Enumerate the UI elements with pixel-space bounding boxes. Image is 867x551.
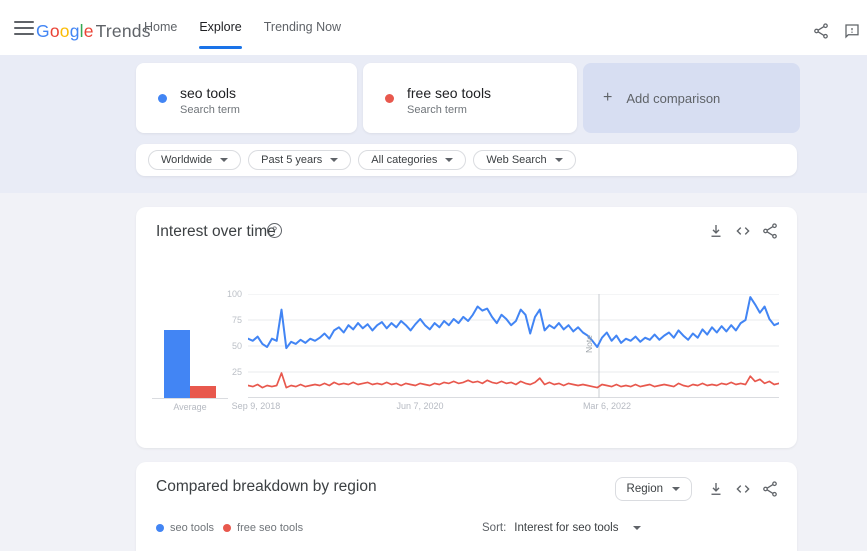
- share-icon[interactable]: [761, 222, 779, 240]
- series-color-dot: [158, 94, 167, 103]
- plus-icon: +: [603, 89, 613, 106]
- legend-item: seo tools: [156, 522, 214, 534]
- compared-breakdown-by-region-card: Compared breakdown by region Region seo …: [136, 462, 797, 551]
- share-icon[interactable]: [761, 480, 779, 498]
- average-bar: [164, 330, 190, 398]
- search-term-text: seo tools: [180, 85, 237, 101]
- embed-icon[interactable]: [734, 480, 752, 498]
- filter-time-dropdown[interactable]: Past 5 years: [248, 150, 352, 170]
- card-actions: Region: [614, 477, 779, 501]
- average-bar: [190, 385, 216, 398]
- nav-home[interactable]: Home: [144, 20, 178, 34]
- series-color-dot: [385, 94, 394, 103]
- sort-dropdown[interactable]: Sort: Interest for seo tools: [482, 522, 641, 534]
- search-term-card-free-seo-tools[interactable]: free seo tools Search term: [363, 63, 577, 133]
- google-trends-logo[interactable]: Google Trends: [36, 21, 151, 42]
- filter-geo-dropdown[interactable]: Worldwide: [148, 150, 242, 170]
- legend-dot-icon: [156, 524, 164, 532]
- nav-explore[interactable]: Explore: [199, 0, 243, 55]
- google-logo-text: Google: [36, 21, 94, 41]
- hamburger-menu-icon[interactable]: [14, 21, 34, 35]
- help-icon[interactable]: ?: [267, 223, 282, 238]
- note-annotation-label: Note: [583, 335, 594, 353]
- legend-dot-icon: [223, 524, 232, 532]
- chevron-down-icon: [672, 487, 680, 491]
- comparison-section: seo tools Search term free seo tools Sea…: [0, 55, 867, 193]
- chevron-down-icon: [220, 158, 229, 162]
- y-axis-tick-label: 25: [231, 367, 242, 377]
- chevron-down-icon: [554, 158, 563, 162]
- y-axis-tick-label: 100: [226, 289, 242, 299]
- chart-legend: seo tools free seo tools: [156, 522, 303, 534]
- card-title: Compared breakdown by region: [156, 478, 377, 495]
- x-axis-tick-label: Sep 9, 2018: [231, 401, 281, 411]
- nav-trending-now[interactable]: Trending Now: [263, 20, 342, 34]
- search-term-card-seo-tools[interactable]: seo tools Search term: [136, 63, 357, 133]
- feedback-icon[interactable]: [843, 22, 861, 40]
- embed-icon[interactable]: [734, 222, 752, 240]
- average-bars-chart: Average: [152, 294, 228, 412]
- interest-over-time-card: Interest over time ? Average Note 25 50 75…: [136, 207, 797, 448]
- chevron-down-icon: [445, 158, 454, 162]
- search-term-type: Search term: [407, 104, 467, 116]
- chevron-down-icon: [632, 526, 641, 530]
- app-header: Google Trends Home Explore Trending Now: [0, 0, 867, 55]
- card-actions: [707, 222, 779, 240]
- share-icon[interactable]: [812, 22, 830, 40]
- legend-item: free seo tools: [223, 522, 303, 534]
- card-title: Interest over time: [156, 223, 276, 240]
- region-dropdown[interactable]: Region: [614, 477, 692, 501]
- filter-category-dropdown[interactable]: All categories: [358, 150, 467, 170]
- x-axis-tick-label: Mar 6, 2022: [582, 401, 631, 411]
- y-axis-tick-label: 50: [231, 341, 242, 351]
- filter-bar: Worldwide Past 5 years All categories We…: [136, 144, 797, 176]
- interest-line-chart: Note 25 50 75 100 Sep 9, 2018 Jun 7, 2020 Mar …: [227, 289, 779, 411]
- download-icon[interactable]: [707, 222, 725, 240]
- main-nav: Home Explore Trending Now: [144, 0, 341, 55]
- filter-search-type-dropdown[interactable]: Web Search: [473, 150, 576, 170]
- add-comparison-label: Add comparison: [626, 90, 721, 106]
- x-axis-tick-label: Jun 7, 2020: [396, 401, 444, 411]
- add-comparison-button[interactable]: + Add comparison: [583, 63, 800, 133]
- download-icon[interactable]: [707, 480, 725, 498]
- search-term-type: Search term: [180, 104, 240, 116]
- trends-logo-text: Trends: [95, 21, 151, 41]
- average-bars: [152, 294, 228, 398]
- chevron-down-icon: [330, 158, 339, 162]
- line-chart-svg: [248, 294, 779, 398]
- y-axis-tick-label: 75: [231, 315, 242, 325]
- average-axis-label: Average: [173, 402, 207, 412]
- search-term-text: free seo tools: [407, 85, 492, 101]
